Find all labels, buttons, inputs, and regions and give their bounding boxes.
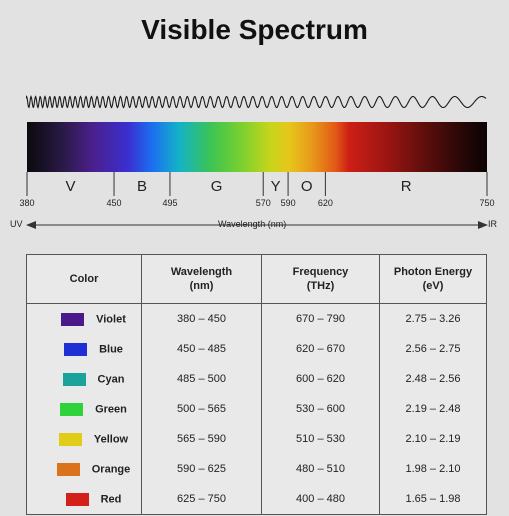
table-row: Red 625 – 750 400 – 480 1.65 – 1.98 [26,484,487,515]
axis-label: Wavelength (nm) [218,219,287,229]
color-cell: Violet [26,303,142,334]
frequency-cell: 600 – 620 [261,364,380,394]
left-arrow-icon [26,221,36,229]
frequency-cell: 510 – 530 [261,424,380,454]
color-cell: Blue [26,334,142,364]
header-frequency: Frequency (THz) [261,254,380,304]
right-arrow-icon [478,221,488,229]
header-energy: Photon Energy (eV) [379,254,487,304]
energy-cell: 2.75 – 3.26 [379,303,487,334]
tick-label: 750 [479,198,495,208]
color-swatch [64,342,88,356]
tick-label: 380 [19,198,35,208]
frequency-cell: 670 – 790 [261,303,380,334]
color-cell: Red [26,484,142,515]
color-cell: Green [26,394,142,424]
wavelength-cell: 625 – 750 [141,484,262,515]
band-label: B [136,178,148,195]
color-swatch [61,312,85,326]
frequency-cell: 480 – 510 [261,454,380,484]
wavelength-cell: 590 – 625 [141,454,262,484]
ir-label: IR [488,219,497,229]
color-swatch [56,462,80,476]
color-name: Yellow [93,433,129,445]
wave-illustration [26,95,487,109]
color-swatch [62,372,86,386]
color-name: Green [95,403,127,415]
table-header-row: Color Wavelength (nm) Frequency (THz) Phot… [26,254,487,304]
table-body: Violet 380 – 450 670 – 790 2.75 – 3.26 Blue 4… [26,303,487,515]
table-row: Yellow 565 – 590 510 – 530 2.10 – 2.19 [26,424,487,454]
band-label: G [210,178,223,195]
color-cell: Yellow [26,424,142,454]
tick-label: 495 [162,198,178,208]
band-label: O [300,178,313,195]
page-title: Visible Spectrum [141,14,368,45]
energy-cell: 2.48 – 2.56 [379,364,487,394]
spectrum-bar [27,122,487,172]
wavelength-cell: 565 – 590 [141,424,262,454]
color-swatch [58,432,82,446]
tick-label: 450 [106,198,122,208]
color-name: Red [100,493,122,505]
tick-label: 590 [280,198,296,208]
energy-cell: 2.19 – 2.48 [379,394,487,424]
band-label: R [400,178,412,195]
uv-label: UV [10,219,23,229]
wavelength-cell: 500 – 565 [141,394,262,424]
wavelength-scale [26,172,488,229]
table-row: Green 500 – 565 530 – 600 2.19 – 2.48 [26,394,487,424]
wavelength-cell: 380 – 450 [141,303,262,334]
color-swatch [65,492,89,506]
energy-cell: 1.65 – 1.98 [379,484,487,515]
header-wavelength: Wavelength (nm) [141,254,262,304]
color-name: Cyan [97,373,125,385]
wavelength-cell: 450 – 485 [141,334,262,364]
color-cell: Cyan [26,364,142,394]
table-row: Blue 450 – 485 620 – 670 2.56 – 2.75 [26,334,487,364]
header-color: Color [26,254,142,304]
energy-cell: 2.10 – 2.19 [379,424,487,454]
frequency-cell: 620 – 670 [261,334,380,364]
table-row: Orange 590 – 625 480 – 510 1.98 – 2.10 [26,454,487,484]
color-swatch [60,402,84,416]
color-cell: Orange [26,454,142,484]
energy-cell: 2.56 – 2.75 [379,334,487,364]
wave-path [26,95,487,109]
color-name: Orange [91,463,131,475]
table-row: Cyan 485 – 500 600 – 620 2.48 – 2.56 [26,364,487,394]
band-label: Y [270,178,281,195]
color-name: Violet [96,313,126,325]
table-row: Violet 380 – 450 670 – 790 2.75 – 3.26 [26,303,487,334]
spectrum-table: Color Wavelength (nm) Frequency (THz) Phot… [26,254,487,515]
frequency-cell: 400 – 480 [261,484,380,515]
band-label: V [65,178,76,195]
frequency-cell: 530 – 600 [261,394,380,424]
wavelength-cell: 485 – 500 [141,364,262,394]
tick-label: 620 [317,198,333,208]
color-name: Blue [99,343,123,355]
energy-cell: 1.98 – 2.10 [379,454,487,484]
tick-label: 570 [255,198,271,208]
